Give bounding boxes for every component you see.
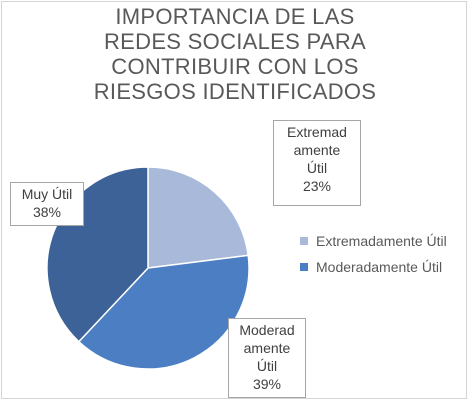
legend: Extremadamente Útil Moderadamente Útil xyxy=(300,232,465,284)
data-label-muy-util: Muy Útil 38% xyxy=(10,182,84,226)
pie-slice-extremadamente-til xyxy=(147,166,250,269)
data-label-value: 39% xyxy=(252,376,282,392)
data-label-extremadamente-util: Extremad amente Útil 23% xyxy=(273,120,361,206)
data-label-line: Útil xyxy=(256,358,278,374)
legend-item-extremadamente-util: Extremadamente Útil xyxy=(300,232,465,250)
data-label-line: Muy Útil xyxy=(21,186,73,202)
data-label-line: amente xyxy=(293,142,341,158)
pie-slice-moderadamente-til xyxy=(77,254,250,370)
legend-label: Moderadamente Útil xyxy=(316,259,443,275)
chart-title-line-4: RIESGOS IDENTIFICADOS xyxy=(93,79,377,104)
data-label-value: 23% xyxy=(302,178,332,194)
data-label-line: Extremad xyxy=(287,124,347,140)
data-label-value: 38% xyxy=(32,204,62,220)
chart-title-line-1: IMPORTANCIA DE LAS xyxy=(115,4,355,29)
legend-item-moderadamente-util: Moderadamente Útil xyxy=(300,258,465,276)
data-label-line: Útil xyxy=(306,160,328,176)
chart-title: IMPORTANCIA DE LAS REDES SOCIALES PARA C… xyxy=(40,4,430,104)
data-label-moderadamente-util: Moderad amente Útil 39% xyxy=(228,318,306,398)
legend-swatch xyxy=(300,237,308,245)
legend-swatch xyxy=(300,263,308,271)
data-label-line: Moderad xyxy=(239,322,295,338)
chart-title-line-3: CONTRIBUIR CON LOS xyxy=(111,54,359,79)
legend-label: Extremadamente Útil xyxy=(316,233,447,249)
chart-title-line-2: REDES SOCIALES PARA xyxy=(103,29,367,54)
data-label-line: amente xyxy=(243,340,291,356)
